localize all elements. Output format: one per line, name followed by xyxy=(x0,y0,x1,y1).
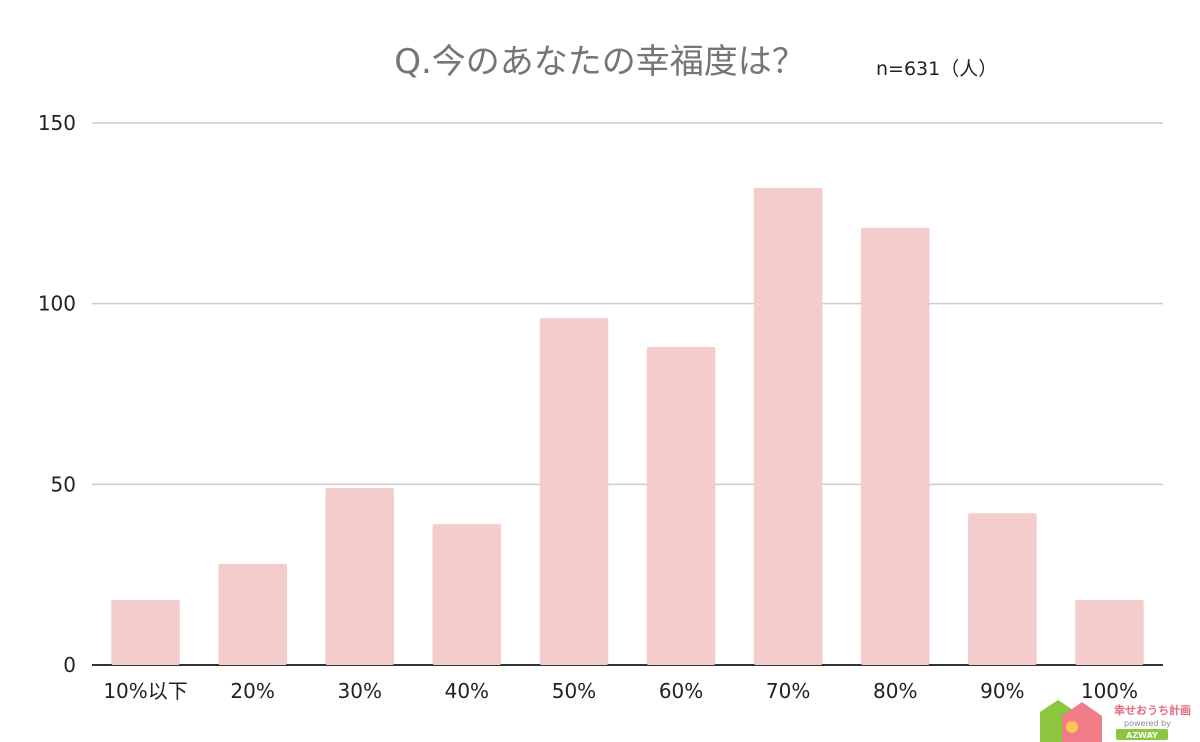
bar-6 xyxy=(753,188,823,666)
x-tick-label: 70% xyxy=(766,679,810,703)
brand-logo: 幸せおうち計画 powered by AZWAY xyxy=(1040,700,1191,742)
bar-7 xyxy=(860,227,930,665)
y-tick-label: 150 xyxy=(38,111,76,135)
x-tick-label: 50% xyxy=(552,679,596,703)
bars xyxy=(111,188,1144,666)
logo-brand-badge xyxy=(1116,729,1168,740)
x-tick-label: 20% xyxy=(230,679,274,703)
bar-5 xyxy=(646,347,716,665)
bar-0 xyxy=(111,599,180,665)
bar-4 xyxy=(539,318,609,665)
x-tick-label: 10%以下 xyxy=(103,679,187,703)
sample-size-note: n=631（人） xyxy=(876,58,997,80)
y-axis-ticks: 0 50 100 150 xyxy=(38,111,76,677)
y-tick-label: 50 xyxy=(51,472,76,496)
x-tick-label: 40% xyxy=(445,679,489,703)
logo-tagline: powered by xyxy=(1124,719,1171,728)
y-tick-label: 100 xyxy=(38,292,76,316)
bar-3 xyxy=(432,524,502,665)
bar-1 xyxy=(218,563,287,665)
logo-face-icon xyxy=(1066,721,1078,733)
x-tick-label: 100% xyxy=(1081,679,1138,703)
chart-title: Q.今のあなたの幸福度は？ xyxy=(394,42,806,82)
x-tick-label: 90% xyxy=(980,679,1024,703)
bar-9 xyxy=(1075,599,1144,665)
logo-brand: AZWAY xyxy=(1126,731,1158,740)
x-tick-label: 80% xyxy=(873,679,917,703)
x-axis-ticks: 10%以下 20% 30% 40% 50% 60% 70% 80% 90% 100% xyxy=(103,679,1138,703)
x-tick-label: 30% xyxy=(338,679,382,703)
x-tick-label: 60% xyxy=(659,679,703,703)
bar-8 xyxy=(968,513,1037,665)
bar-2 xyxy=(325,487,395,665)
logo-name: 幸せおうち計画 xyxy=(1114,703,1191,717)
y-tick-label: 0 xyxy=(63,653,76,677)
